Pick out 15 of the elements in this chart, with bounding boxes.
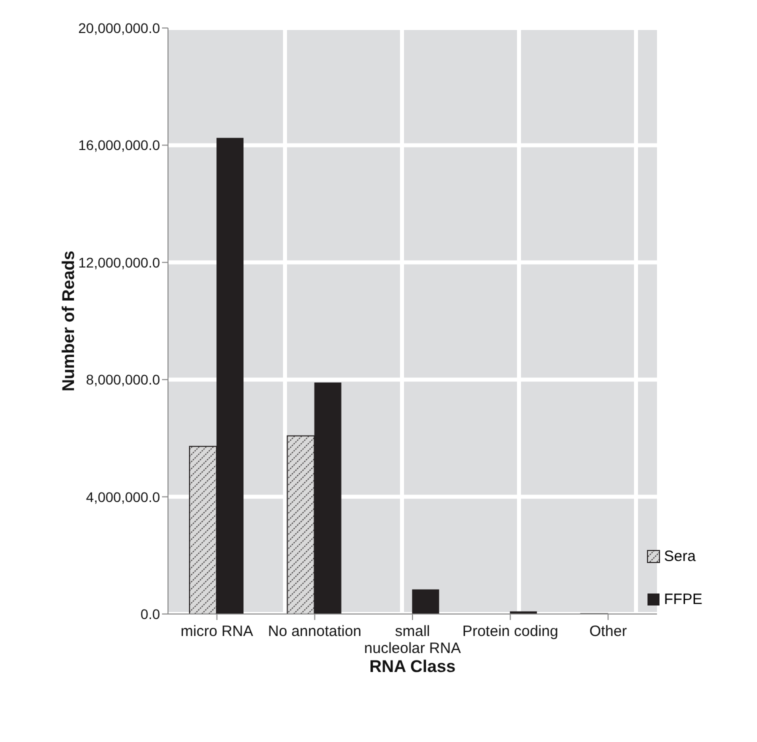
y-tick-label: 0.0 bbox=[140, 606, 160, 622]
x-axis-title: RNA Class bbox=[369, 657, 456, 676]
y-tick-label: 8,000,000.0 bbox=[86, 372, 160, 388]
legend-label: Sera bbox=[664, 548, 696, 565]
y-tick-label: 16,000,000.0 bbox=[78, 137, 160, 154]
y-axis-title: Number of Reads bbox=[59, 250, 78, 392]
x-tick-label: small nucleolar RNA bbox=[364, 623, 461, 657]
x-tick-label: micro RNA bbox=[180, 623, 254, 640]
y-tick-label: 20,000,000.0 bbox=[78, 20, 160, 36]
y-tick-label: 12,000,000.0 bbox=[78, 254, 160, 270]
legend-label: FFPE bbox=[664, 591, 702, 608]
x-tick-label: Protein coding bbox=[462, 623, 558, 640]
x-tick-label: Other bbox=[589, 623, 627, 640]
x-tick-label: No annotation bbox=[268, 623, 362, 640]
y-tick-label: 4,000,000.0 bbox=[86, 488, 160, 505]
